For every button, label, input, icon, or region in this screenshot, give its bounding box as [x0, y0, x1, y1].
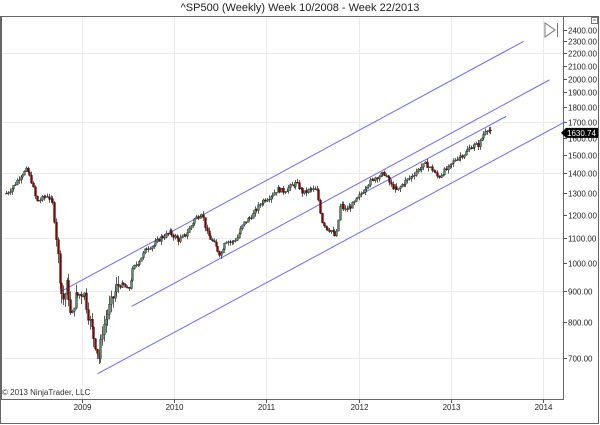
- y-tick-label: 1900.00: [568, 89, 597, 98]
- upper-channel-line[interactable]: [61, 40, 524, 292]
- x-tick-label: 2009: [74, 403, 92, 412]
- grid-lines: [2, 17, 563, 399]
- y-tick-label: 900.00: [568, 288, 593, 297]
- y-tick-label: 800.00: [568, 319, 593, 328]
- last-price-label: 1630.74: [567, 129, 596, 138]
- price-axis[interactable]: 2400.00 2300.00 2200.00 2100.00 2000.00 1900.…: [563, 27, 597, 364]
- y-tick-label: 2200.00: [568, 50, 597, 59]
- x-tick-label: 2011: [258, 403, 276, 412]
- y-tick-label: 700.00: [568, 355, 593, 364]
- y-tick-label: 1400.00: [568, 170, 597, 179]
- y-tick-label: 2400.00: [568, 27, 597, 36]
- y-tick-label: 1300.00: [568, 190, 597, 199]
- time-axis[interactable]: 2009 2010 2011 2012 2013 2014: [74, 399, 553, 412]
- chart-title: ^SP500 (Weekly) Week 10/2008 - Week 22/2…: [180, 2, 420, 14]
- y-tick-label: 1700.00: [568, 119, 597, 128]
- y-tick-label: 2300.00: [568, 38, 597, 47]
- copyright-text: © 2013 NinjaTrader, LLC: [2, 388, 91, 397]
- y-tick-label: 1100.00: [568, 235, 597, 244]
- x-tick-label: 2012: [351, 403, 369, 412]
- y-tick-label: 1200.00: [568, 212, 597, 221]
- y-tick-label: 2100.00: [568, 63, 597, 72]
- mid-upper-channel-line[interactable]: [131, 79, 550, 307]
- y-tick-label: 1800.00: [568, 104, 597, 113]
- y-tick-label: 1600.00: [568, 135, 597, 144]
- x-tick-label: 2014: [535, 403, 553, 412]
- mid-lower-channel-line[interactable]: [362, 115, 507, 194]
- x-tick-label: 2010: [166, 403, 184, 412]
- price-bars: [5, 126, 492, 364]
- skip-to-end-icon[interactable]: [544, 22, 558, 38]
- x-tick-label: 2013: [443, 403, 461, 412]
- y-tick-label: 1500.00: [568, 152, 597, 161]
- y-tick-label: 1000.00: [568, 260, 597, 269]
- lower-channel-line[interactable]: [97, 121, 566, 375]
- channel-lines[interactable]: [61, 40, 566, 375]
- y-tick-label: 2000.00: [568, 76, 597, 85]
- panel-properties-icon[interactable]: [591, 17, 598, 24]
- last-price-marker: 1630.74: [561, 127, 598, 138]
- outer-frame: [0, 16, 599, 424]
